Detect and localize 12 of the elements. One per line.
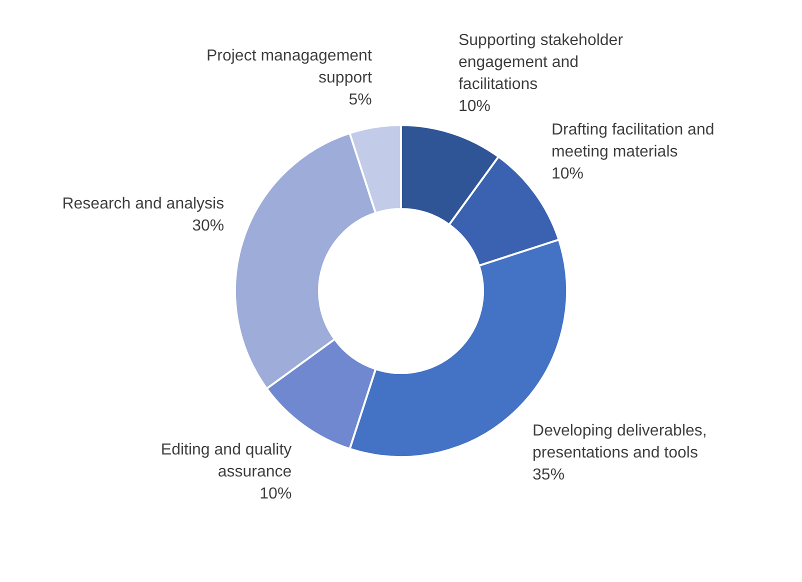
slice-label: Project managagement support — [206, 47, 372, 86]
data-label: 5% — [348, 91, 372, 108]
data-label: 10% — [260, 485, 292, 502]
slice-label: Developing deliverables, presentations and tools — [532, 422, 707, 462]
data-label: 30% — [192, 218, 224, 235]
slice-label: Editing and quality assurance — [160, 441, 292, 480]
data-label: 10% — [458, 98, 491, 116]
slice-label: Supporting stakeholder engagement and facilitations — [458, 32, 624, 94]
slice-label: Research and analysis — [62, 196, 224, 213]
slice-label: Drafting facilitation and meeting materials — [551, 122, 714, 161]
data-label: 10% — [551, 166, 584, 183]
data-label: 35% — [532, 466, 565, 484]
